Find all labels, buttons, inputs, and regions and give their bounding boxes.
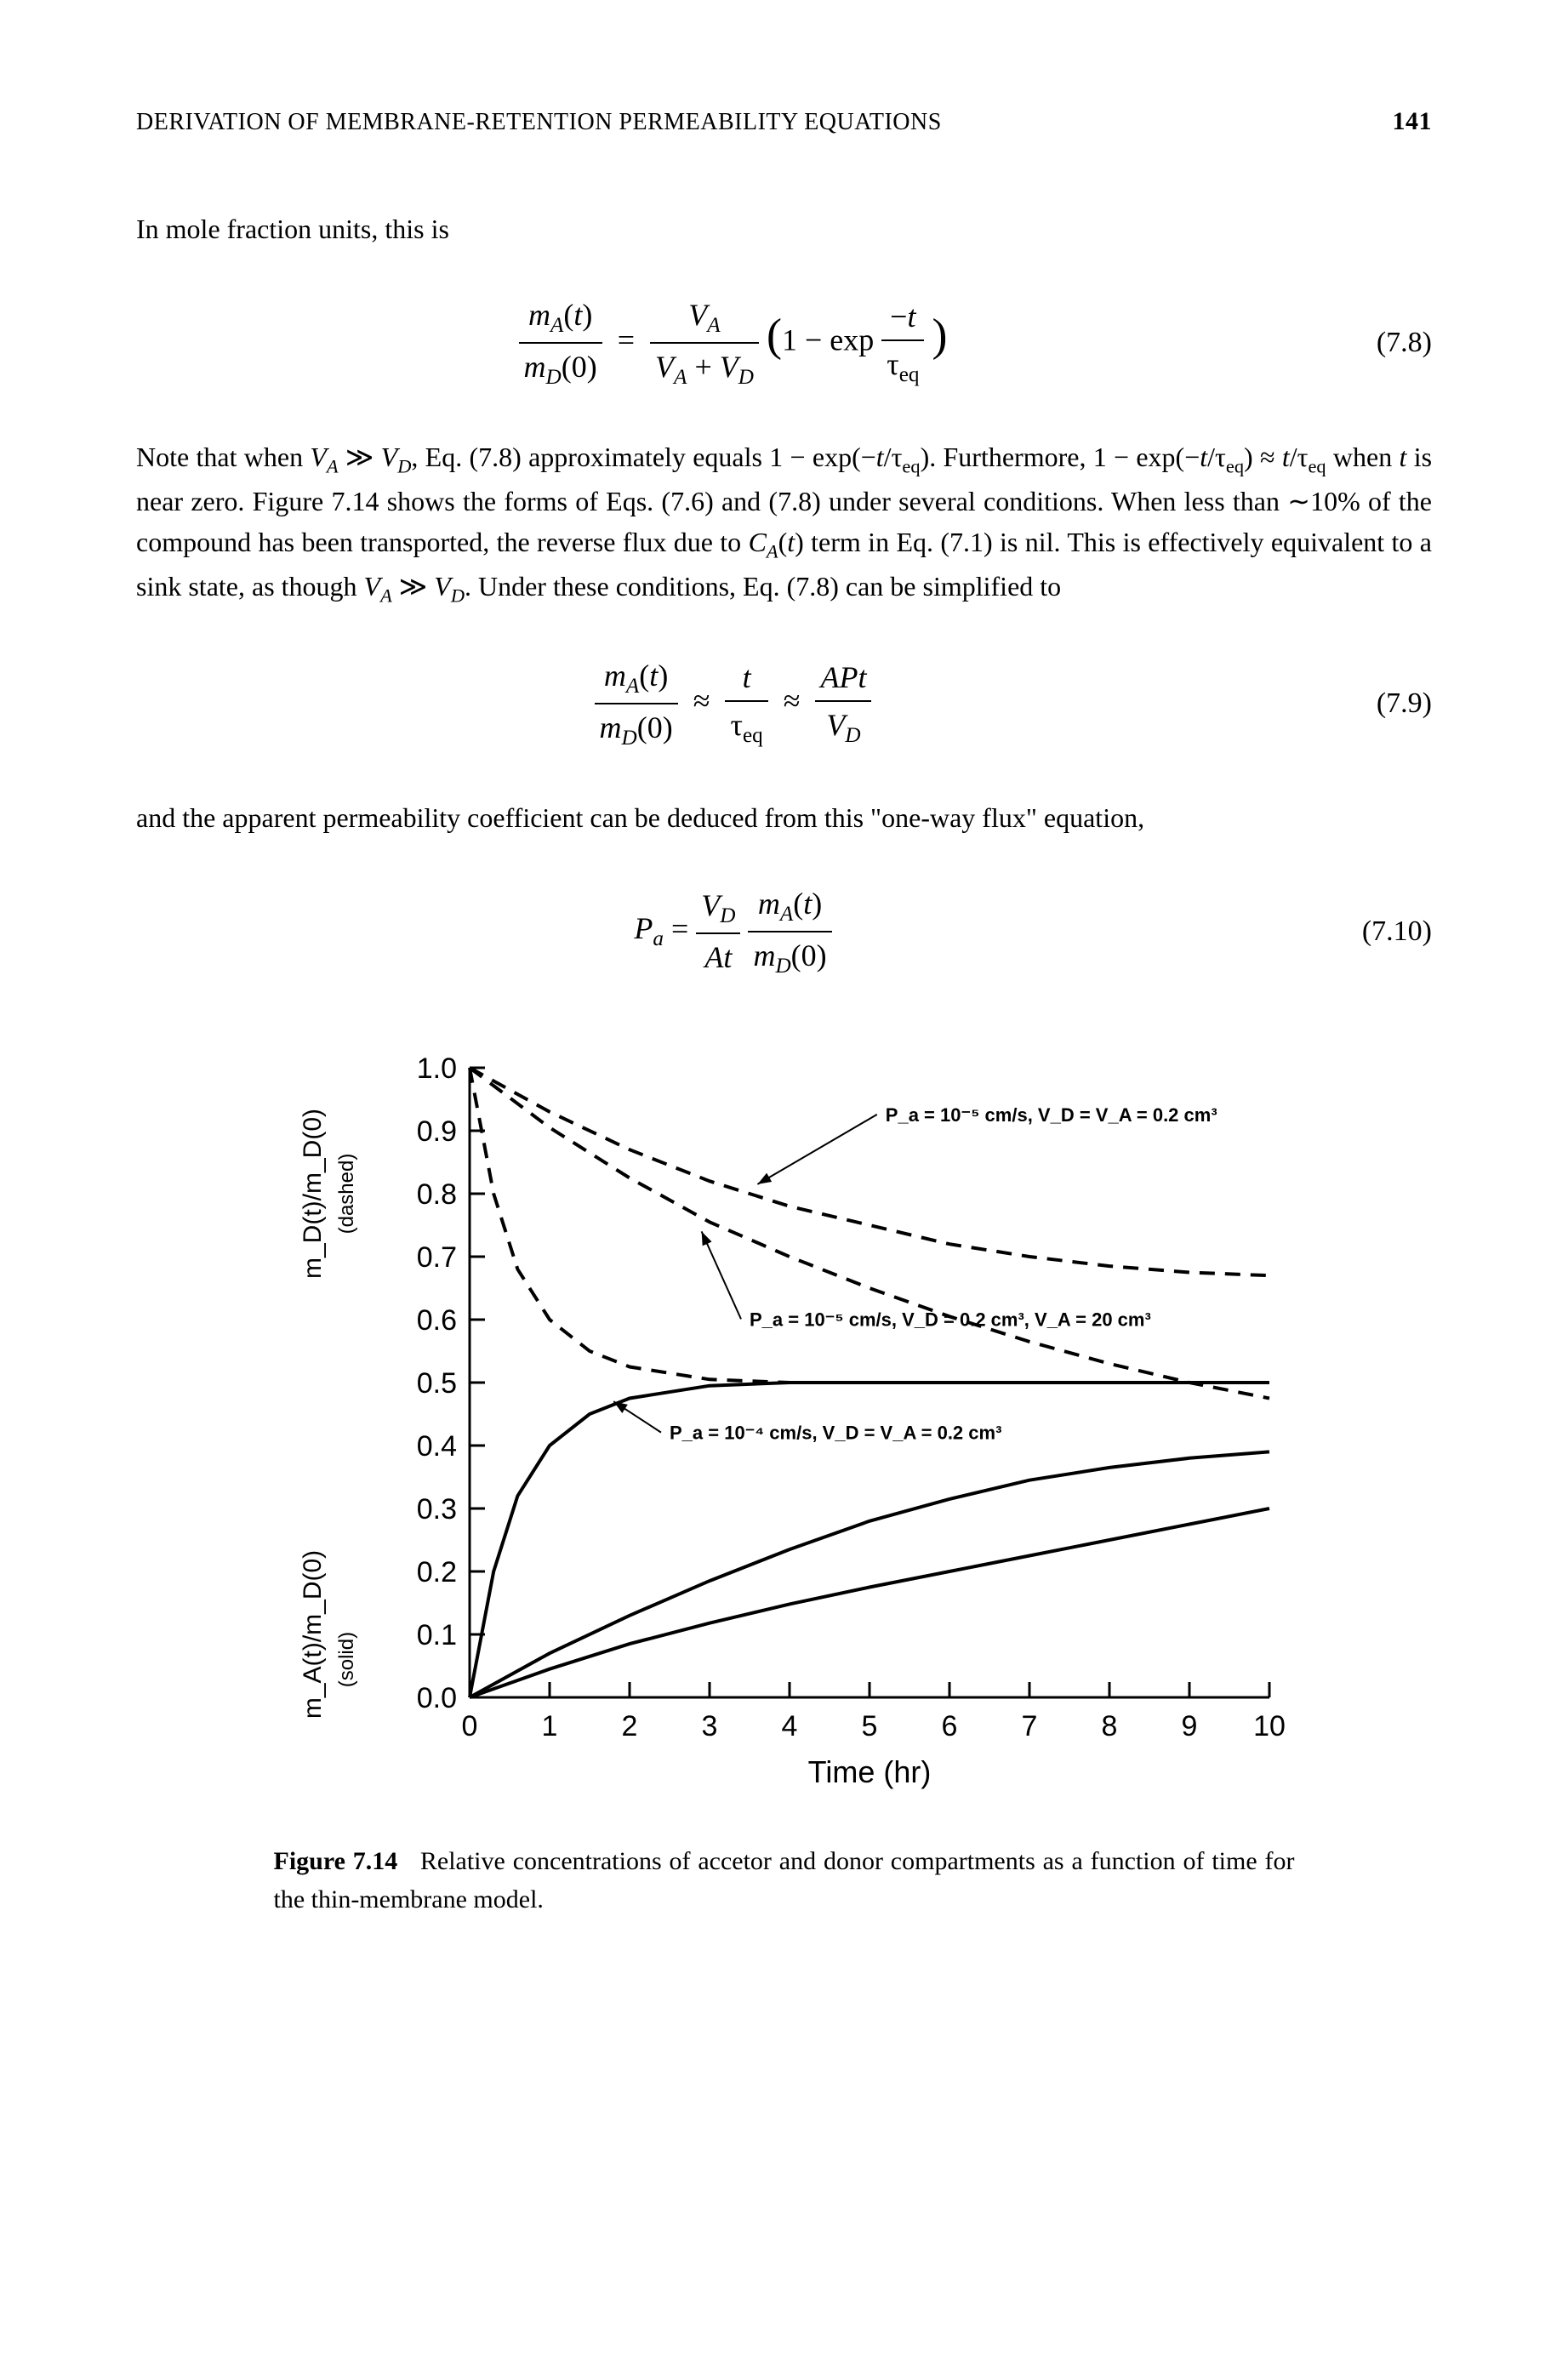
svg-text:0.4: 0.4 [416, 1430, 456, 1463]
svg-text:0: 0 [461, 1710, 477, 1742]
equation-7-9: mA(t)mD(0) ≈ tτeq ≈ APtVD (7.9) [136, 653, 1432, 755]
svg-text:0.2: 0.2 [416, 1556, 456, 1588]
svg-text:1.0: 1.0 [416, 1052, 456, 1085]
equation-7-8-body: mA(t)mD(0) = VAVA + VD (1 − exp −tτeq ) [136, 292, 1330, 394]
svg-text:0.6: 0.6 [416, 1304, 456, 1337]
svg-text:Time (hr): Time (hr) [807, 1754, 931, 1789]
svg-text:1: 1 [541, 1710, 557, 1742]
svg-text:8: 8 [1101, 1710, 1117, 1742]
svg-text:3: 3 [701, 1710, 717, 1742]
svg-text:0.0: 0.0 [416, 1682, 456, 1714]
svg-text:0.7: 0.7 [416, 1241, 456, 1274]
svg-text:0.3: 0.3 [416, 1493, 456, 1526]
equation-7-8: mA(t)mD(0) = VAVA + VD (1 − exp −tτeq ) … [136, 292, 1432, 394]
para-after-7-9: and the apparent permeability coefficien… [136, 797, 1432, 838]
figure-7-14-caption: Figure 7.14 Relative concentrations of a… [274, 1842, 1295, 1919]
equation-7-10-body: Pa = VDAt mA(t)mD(0) [136, 881, 1330, 983]
equation-7-9-number: (7.9) [1330, 681, 1432, 725]
equation-7-10: Pa = VDAt mA(t)mD(0) (7.10) [136, 881, 1432, 983]
svg-text:7: 7 [1021, 1710, 1037, 1742]
svg-text:0.1: 0.1 [416, 1619, 456, 1651]
equation-7-8-number: (7.8) [1330, 321, 1432, 364]
svg-text:6: 6 [941, 1710, 957, 1742]
svg-text:0.8: 0.8 [416, 1178, 456, 1211]
figure-7-14-caption-text: Relative concentrations of accetor and d… [274, 1847, 1295, 1913]
svg-text:2: 2 [621, 1710, 637, 1742]
para-intro: In mole fraction units, this is [136, 208, 1432, 249]
svg-text:m_D(t)/m_D(0): m_D(t)/m_D(0) [299, 1109, 327, 1279]
svg-text:9: 9 [1181, 1710, 1197, 1742]
svg-text:P_a = 10⁻⁴ cm/s, V_D = V_A = 0: P_a = 10⁻⁴ cm/s, V_D = V_A = 0.2 cm³ [670, 1423, 1001, 1444]
svg-text:0.9: 0.9 [416, 1115, 456, 1148]
svg-text:(solid): (solid) [335, 1632, 358, 1687]
equation-7-10-number: (7.10) [1330, 910, 1432, 953]
page-number: 141 [1393, 102, 1433, 140]
svg-text:P_a = 10⁻⁵ cm/s, V_D = V_A = 0: P_a = 10⁻⁵ cm/s, V_D = V_A = 0.2 cm³ [885, 1104, 1217, 1126]
page-running-header: DERIVATION OF MEMBRANE-RETENTION PERMEAB… [136, 102, 1432, 140]
svg-text:0.5: 0.5 [416, 1367, 456, 1400]
svg-text:m_A(t)/m_D(0): m_A(t)/m_D(0) [299, 1550, 327, 1719]
figure-7-14-number: Figure 7.14 [274, 1847, 398, 1875]
running-title: DERIVATION OF MEMBRANE-RETENTION PERMEAB… [136, 105, 942, 140]
svg-text:P_a = 10⁻⁵ cm/s, V_D = 0.2 cm³: P_a = 10⁻⁵ cm/s, V_D = 0.2 cm³, V_A = 20… [750, 1309, 1151, 1330]
svg-text:10: 10 [1253, 1710, 1286, 1742]
svg-text:(dashed): (dashed) [335, 1154, 358, 1235]
para-after-7-8: Note that when VA ≫ VD, Eq. (7.8) approx… [136, 436, 1432, 610]
svg-text:4: 4 [781, 1710, 797, 1742]
equation-7-9-body: mA(t)mD(0) ≈ tτeq ≈ APtVD [136, 653, 1330, 755]
svg-text:5: 5 [861, 1710, 877, 1742]
figure-7-14: 0 1 2 3 4 5 6 7 8 9 10 0.0 0.1 0.2 0.3 0.4 0.5 0.6 0.7 0.8 0… [274, 1042, 1295, 1919]
figure-7-14-chart: 0 1 2 3 4 5 6 7 8 9 10 0.0 0.1 0.2 0.3 0.4 0.5 0.6 0.7 0.8 0… [274, 1042, 1295, 1808]
